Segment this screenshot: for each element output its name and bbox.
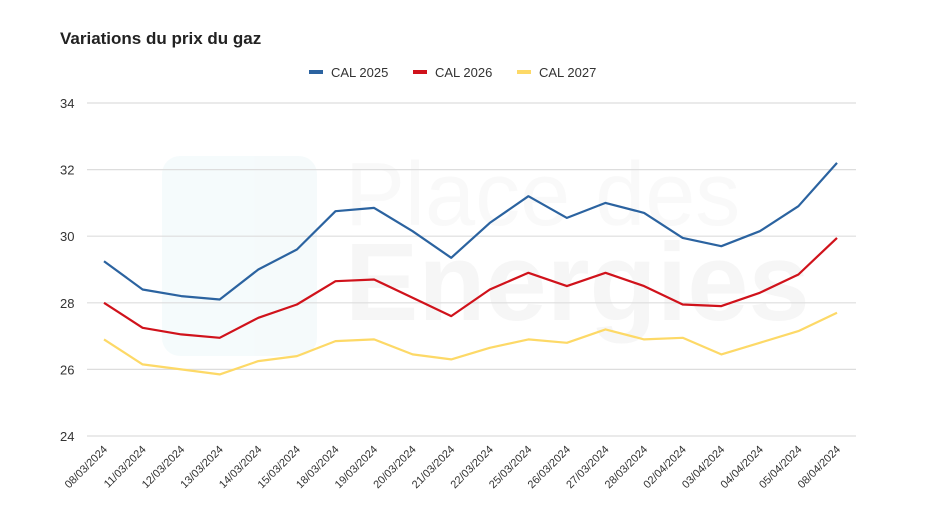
grid: 24 26 28 30 32 34: [60, 96, 856, 444]
watermark-logo-shape: [162, 156, 317, 356]
legend: CAL 2025 CAL 2026 CAL 2027: [309, 65, 596, 80]
y-tick-label: 30: [60, 229, 74, 244]
legend-label: CAL 2026: [435, 65, 492, 80]
y-tick-label: 24: [60, 429, 74, 444]
x-axis-labels: 08/03/202411/03/202412/03/202413/03/2024…: [63, 444, 843, 491]
series-line-cal-2026: [103, 237, 838, 339]
series-lines: [103, 162, 838, 376]
watermark-line1: Place des: [345, 145, 740, 245]
legend-swatch: [517, 70, 531, 74]
watermark: Place des Energies: [162, 145, 810, 356]
y-tick-label: 26: [60, 362, 74, 377]
y-tick-label: 32: [60, 163, 74, 178]
series-line-cal-2027: [103, 311, 838, 376]
y-tick-label: 34: [60, 96, 74, 111]
legend-swatch: [413, 70, 427, 74]
legend-label: CAL 2025: [331, 65, 388, 80]
chart-title: Variations du prix du gaz: [60, 29, 261, 48]
legend-label: CAL 2027: [539, 65, 596, 80]
y-tick-label: 28: [60, 296, 74, 311]
legend-swatch: [309, 70, 323, 74]
series-line-cal-2025: [103, 162, 838, 301]
